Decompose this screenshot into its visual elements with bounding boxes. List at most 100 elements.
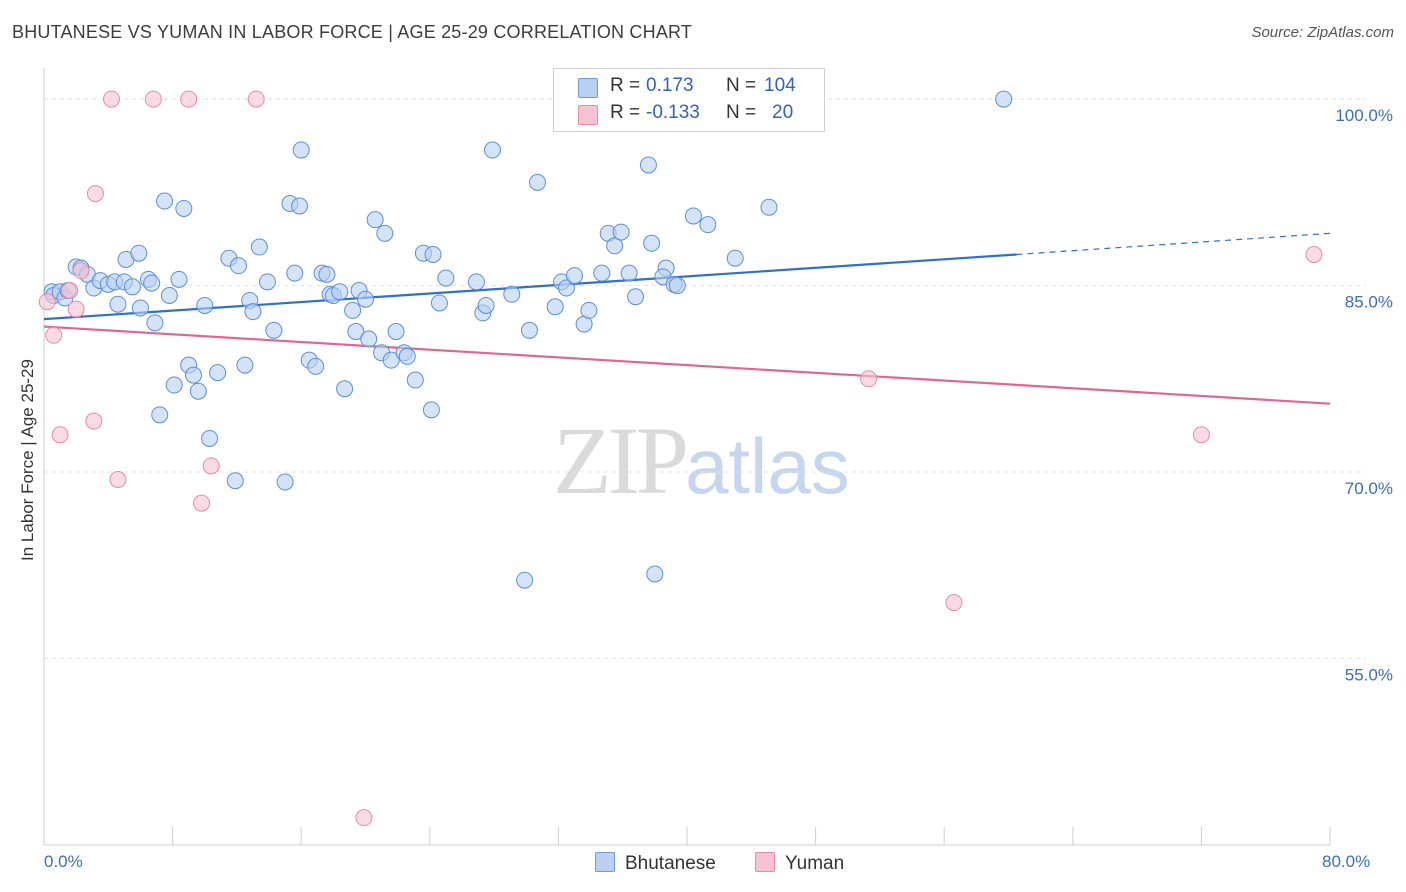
- data-point-bhutanese: [226, 472, 244, 490]
- data-point-bhutanese: [165, 376, 183, 394]
- data-point-yuman: [144, 90, 162, 108]
- data-point-bhutanese: [131, 299, 149, 317]
- data-point-bhutanese: [606, 237, 624, 255]
- data-point-bhutanese: [366, 211, 384, 229]
- data-point-bhutanese: [344, 301, 362, 319]
- data-point-bhutanese: [406, 371, 424, 389]
- data-point-bhutanese: [646, 565, 664, 583]
- data-point-bhutanese: [286, 264, 304, 282]
- data-point-bhutanese: [160, 287, 178, 305]
- data-point-bhutanese: [331, 283, 349, 301]
- data-point-bhutanese: [146, 314, 164, 332]
- legend-item-bhutanese[interactable]: Bhutanese: [595, 852, 716, 876]
- data-point-bhutanese: [201, 429, 219, 447]
- data-point-bhutanese: [175, 199, 193, 217]
- data-point-yuman: [202, 457, 220, 475]
- data-point-bhutanese: [209, 364, 227, 382]
- stats-r-label: R =: [610, 102, 641, 123]
- data-point-bhutanese: [430, 294, 448, 312]
- data-point-bhutanese: [580, 301, 598, 319]
- data-point-bhutanese: [668, 277, 686, 295]
- trend-line-extension-bhutanese: [1016, 232, 1331, 256]
- y-tick-labels: 55.0% 70.0% 85.0% 100.0%: [1335, 106, 1393, 684]
- chart-title: BHUTANESE VS YUMAN IN LABOR FORCE | AGE …: [12, 22, 693, 42]
- data-point-bhutanese: [520, 321, 538, 339]
- trend-line-yuman: [43, 325, 1331, 405]
- stats-r-label: R =: [610, 75, 641, 96]
- data-point-bhutanese: [546, 298, 564, 316]
- data-point-bhutanese: [387, 323, 405, 341]
- data-point-yuman: [1192, 426, 1210, 444]
- data-point-bhutanese: [639, 156, 657, 174]
- data-point-bhutanese: [291, 197, 309, 215]
- data-point-bhutanese: [612, 223, 630, 241]
- data-point-yuman: [51, 426, 69, 444]
- legend-label-bhutanese: Bhutanese: [625, 853, 716, 874]
- data-point-bhutanese: [620, 264, 638, 282]
- y-axis-label: In Labor Force | Age 25-29: [18, 359, 37, 561]
- stats-n-value: 104: [764, 75, 796, 96]
- data-point-bhutanese: [307, 357, 325, 375]
- data-points: [38, 90, 1323, 827]
- data-point-bhutanese: [516, 571, 534, 589]
- data-point-bhutanese: [529, 173, 547, 191]
- data-point-bhutanese: [347, 323, 365, 341]
- data-point-bhutanese: [503, 285, 521, 303]
- data-point-bhutanese: [109, 295, 127, 313]
- watermark: ZIPatlas: [553, 405, 850, 516]
- data-point-bhutanese: [184, 366, 202, 384]
- data-point-bhutanese: [467, 273, 485, 291]
- data-point-bhutanese: [151, 406, 169, 424]
- stats-legend-box: R = 0.173 N = 104 R = -0.133 N = 20: [553, 68, 825, 132]
- data-point-bhutanese: [424, 245, 442, 263]
- legend-item-yuman[interactable]: Yuman: [755, 852, 844, 876]
- data-point-bhutanese: [170, 270, 188, 288]
- data-point-yuman: [38, 293, 56, 311]
- data-point-bhutanese: [477, 296, 495, 314]
- data-point-yuman: [72, 262, 90, 280]
- data-point-bhutanese: [236, 356, 254, 374]
- data-point-yuman: [945, 594, 963, 612]
- data-point-bhutanese: [376, 224, 394, 242]
- axes: [43, 68, 1331, 846]
- data-point-bhutanese: [643, 234, 661, 252]
- data-point-bhutanese: [292, 141, 310, 159]
- data-point-yuman: [180, 90, 198, 108]
- data-point-yuman: [1305, 245, 1323, 263]
- legend-swatch-bhutanese: [595, 852, 615, 872]
- data-point-bhutanese: [760, 198, 778, 216]
- stats-row-bhutanese: R = 0.173 N = 104: [554, 75, 824, 101]
- y-tick-label: 85.0%: [1345, 293, 1393, 312]
- y-tick-label: 55.0%: [1345, 666, 1393, 685]
- legend-label-yuman: Yuman: [785, 853, 845, 874]
- stats-n-value: 20: [772, 102, 794, 123]
- data-point-bhutanese: [156, 192, 174, 210]
- x-tick-label-max: 80.0%: [1322, 852, 1371, 871]
- data-point-bhutanese: [593, 264, 611, 282]
- stats-swatch-bhutanese: [578, 78, 598, 98]
- data-point-bhutanese: [230, 257, 248, 275]
- data-point-yuman: [45, 326, 63, 344]
- stats-r-value: -0.133: [646, 102, 700, 123]
- data-point-yuman: [109, 470, 127, 488]
- y-tick-label: 100.0%: [1335, 106, 1393, 125]
- data-point-yuman: [67, 300, 85, 318]
- data-point-bhutanese: [130, 244, 148, 262]
- data-point-yuman: [355, 809, 373, 827]
- data-point-yuman: [85, 412, 103, 430]
- data-point-bhutanese: [189, 382, 207, 400]
- data-point-bhutanese: [258, 273, 276, 291]
- data-point-bhutanese: [726, 249, 744, 267]
- data-point-bhutanese: [123, 278, 141, 296]
- data-point-bhutanese: [196, 296, 214, 314]
- data-point-yuman: [103, 90, 121, 108]
- data-point-bhutanese: [250, 238, 268, 256]
- data-point-bhutanese: [398, 347, 416, 365]
- legend-swatch-yuman: [755, 852, 775, 872]
- data-point-bhutanese: [244, 303, 262, 321]
- watermark-zip: ZIP: [553, 407, 689, 514]
- x-tick-label-min: 0.0%: [44, 852, 83, 871]
- trend-line-bhutanese: [43, 253, 1017, 321]
- data-point-bhutanese: [627, 288, 645, 306]
- stats-r-value: 0.173: [646, 75, 694, 96]
